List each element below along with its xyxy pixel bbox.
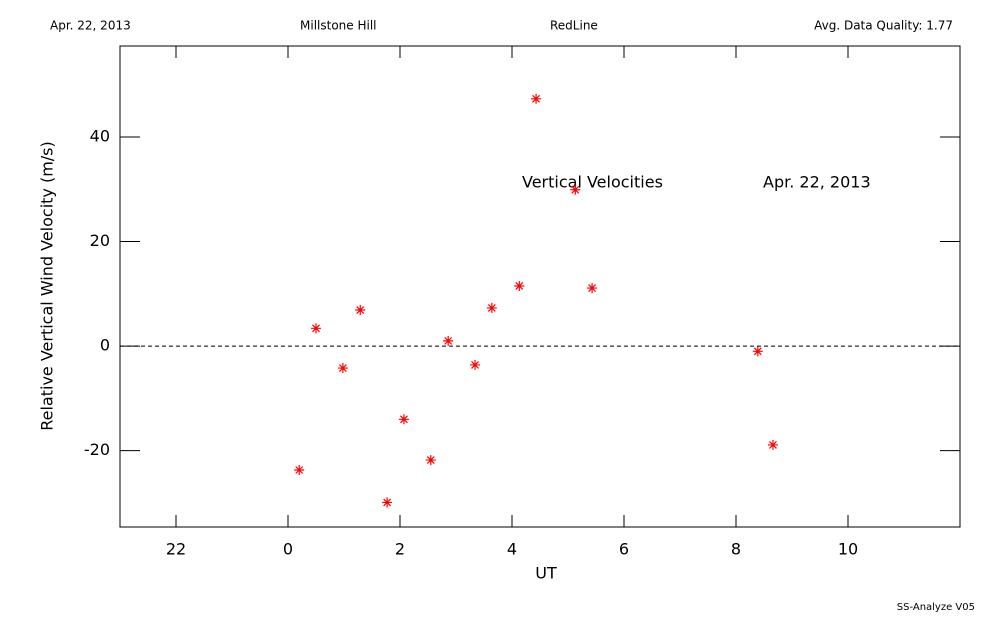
plot-frame — [119, 45, 961, 528]
point — [294, 465, 305, 476]
x-axis-label: UT — [535, 564, 557, 583]
x-tick-label: 8 — [731, 540, 741, 559]
footer: SS-Analyze V05 — [897, 602, 975, 613]
point — [443, 335, 454, 346]
point — [425, 455, 436, 466]
y-tick-label: 40 — [90, 126, 110, 145]
header-instrument: RedLine — [550, 19, 598, 33]
y-tick-label: 20 — [90, 231, 110, 250]
point — [398, 414, 409, 425]
y-tick-label: -20 — [84, 440, 110, 459]
point — [382, 497, 393, 508]
x-tick-label: 0 — [283, 540, 293, 559]
y-tick-label: 0 — [100, 336, 110, 355]
point — [531, 93, 542, 104]
point — [311, 323, 321, 334]
point — [337, 363, 348, 374]
point — [355, 305, 366, 316]
header-date: Apr. 22, 2013 — [50, 19, 131, 33]
x-tick-label: 22 — [166, 540, 186, 559]
x-tick-label: 2 — [395, 540, 405, 559]
annotation: Vertical Velocities — [522, 173, 663, 192]
point — [486, 302, 497, 313]
point — [514, 280, 525, 291]
point — [767, 439, 778, 450]
point — [570, 184, 581, 195]
point — [470, 359, 481, 370]
header-site: Millstone Hill — [300, 19, 376, 33]
header-quality: Avg. Data Quality: 1.77 — [814, 19, 953, 33]
point — [752, 346, 763, 357]
y-axis-label: Relative Vertical Wind Velocity (m/s) — [38, 141, 57, 431]
annotation: Apr. 22, 2013 — [763, 173, 871, 192]
point — [587, 283, 598, 294]
x-tick-label: 4 — [507, 540, 517, 559]
x-tick-label: 6 — [619, 540, 629, 559]
x-tick-label: 10 — [838, 540, 858, 559]
